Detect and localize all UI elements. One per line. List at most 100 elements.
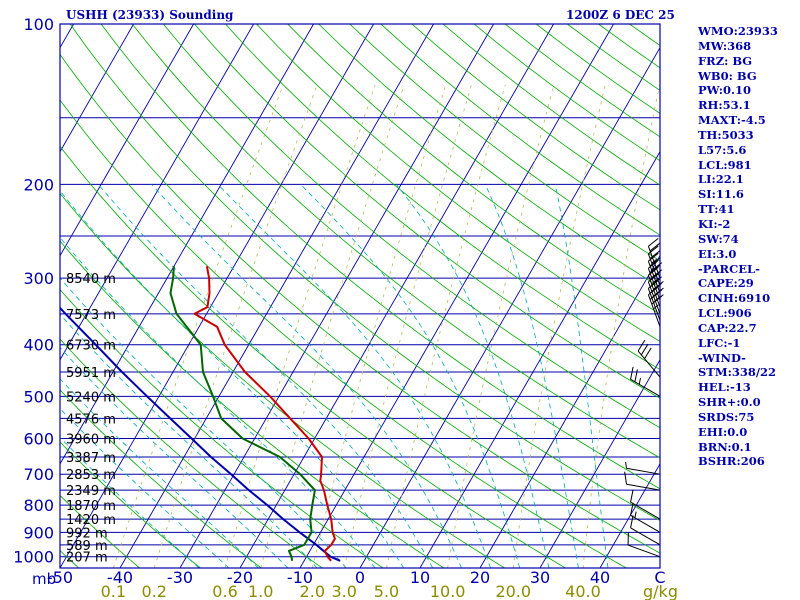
isotherm-lines	[60, 24, 660, 568]
wind-barb	[637, 339, 661, 378]
index-line: HEL:-13	[698, 380, 751, 395]
index-line: LCL:981	[698, 157, 752, 172]
wind-barb-staff	[647, 281, 661, 315]
mixing-ratio-label: 40.0	[565, 582, 601, 600]
index-line: BRN:0.1	[698, 439, 752, 454]
dry-adiabat-line	[131, 24, 660, 459]
isotherm-line	[60, 24, 194, 257]
temperature-tick-label: 20	[470, 568, 490, 587]
isotherm-line	[60, 24, 134, 153]
isotherm-line	[479, 254, 660, 568]
index-line: WB0: BG	[698, 68, 757, 83]
height-label: 2853 m	[66, 468, 116, 483]
dry-adiabat-line	[60, 494, 140, 568]
mixing-ratio-line	[260, 84, 405, 568]
dry-adiabat-line	[349, 24, 660, 262]
index-line: SHR+:0.0	[698, 395, 761, 410]
temperature-tick-label: 10	[410, 568, 430, 587]
pressure-tick-label: 600	[23, 430, 54, 449]
isotherm-line	[60, 24, 314, 465]
wind-barb	[630, 366, 661, 397]
wind-barb-staff	[637, 350, 661, 378]
mixing-ratio-label: 0.2	[142, 582, 167, 600]
dry-adiabat-lines	[60, 24, 660, 568]
wind-barb-half-flag	[625, 461, 628, 469]
index-line: EHI:0.0	[698, 424, 748, 439]
sounding-time: 1200Z 6 DEC 25	[566, 8, 675, 22]
index-line: SW:74	[698, 231, 739, 246]
mixing-ratio-line	[386, 84, 506, 568]
wind-barb	[625, 461, 661, 475]
moist-adiabat-line	[217, 184, 491, 568]
index-line: PW:0.10	[698, 83, 752, 98]
wind-barb-staff	[630, 378, 661, 397]
dry-adiabat-line	[60, 192, 505, 568]
dry-adiabat-line	[69, 24, 660, 521]
isotherm-line	[539, 358, 660, 568]
index-line: CINH:6910	[698, 291, 771, 306]
height-labels: 8540 m 7573 m 6730 m 5951 m 5240 m 4576 m 3960…	[66, 272, 116, 566]
wind-barb	[630, 502, 661, 533]
mixing-ratio-label: 0.1	[101, 582, 126, 600]
temperature-tick-label: 0	[355, 568, 365, 587]
index-line: MW:368	[698, 38, 752, 53]
wind-barb-flag	[630, 502, 634, 516]
dry-adiabat-line	[60, 338, 323, 568]
wind-barb-staff	[627, 544, 661, 558]
mixing-ratio-lines	[112, 84, 660, 568]
wind-barb-staff	[630, 514, 661, 533]
dry-adiabat-line	[318, 24, 660, 288]
temperature-tick-labels: -50 -40 -30 -20 -10 0 10 20 30 40 C	[47, 568, 666, 587]
height-label: 5240 m	[66, 390, 116, 405]
mixing-ratio-line	[582, 84, 660, 568]
wind-barb-half-flag	[634, 511, 637, 518]
mixing-ratio-line	[447, 84, 555, 568]
index-line: LFC:-1	[698, 335, 741, 350]
isotherm-line	[60, 24, 74, 49]
wind-barb	[630, 489, 661, 520]
height-label: 1870 m	[66, 499, 116, 514]
isotherm-line	[359, 46, 660, 568]
index-line: CAP:22.7	[698, 320, 757, 335]
height-label: 3387 m	[66, 451, 116, 466]
mixing-ratio-line	[224, 84, 376, 568]
dry-adiabat-line	[194, 24, 660, 399]
moist-adiabat-line	[60, 347, 289, 568]
height-label: 4576 m	[66, 412, 116, 427]
wind-barb-flag	[649, 257, 661, 267]
pressure-tick-label: 300	[23, 269, 54, 288]
moist-adiabat-line	[484, 184, 579, 568]
index-line: EI:3.0	[698, 246, 737, 261]
moist-adiabat-line	[554, 184, 609, 568]
wind-barb	[624, 471, 661, 491]
wind-barb-flag	[624, 471, 628, 485]
wind-barb-flag	[634, 369, 638, 382]
wind-barb-staff	[647, 288, 661, 321]
index-line: STM:338/22	[698, 365, 777, 380]
isotherm-line	[119, 24, 434, 568]
height-label: 6730 m	[66, 339, 116, 354]
dry-adiabat-line	[225, 24, 660, 371]
mixing-ratio-line	[311, 84, 447, 568]
mixing-ratio-labels: 0.1 0.2 0.6 1.0 2.0 3.0 5.0 10.0 20.0 40.0	[101, 582, 601, 600]
dry-adiabat-line	[60, 441, 201, 568]
wind-barb-staff	[647, 268, 661, 301]
wind-barb-flag	[630, 515, 634, 528]
moist-adiabat-line	[60, 378, 259, 568]
temperature-tick-label: -50	[47, 568, 73, 587]
moist-adiabat-line	[60, 313, 318, 568]
temperature-tick-label: 30	[530, 568, 550, 587]
index-line: CAPE:29	[698, 276, 754, 291]
isotherm-line	[419, 150, 660, 568]
index-line: MAXT:-4.5	[698, 113, 766, 128]
indices-panel: WMO:23933 MW:368 FRZ: BG WB0: BG PW:0.10 RH:5…	[698, 24, 798, 469]
mixing-ratio-line	[343, 84, 472, 568]
wind-barb-flag	[648, 245, 659, 255]
wind-barb	[647, 237, 661, 279]
moist-adiabat-line	[60, 190, 405, 568]
station-title: USHH (23933) Sounding	[66, 8, 234, 22]
pressure-tick-label: 500	[23, 387, 54, 406]
wind-barb-half-flag	[638, 378, 641, 385]
index-line: WMO:23933	[698, 24, 778, 38]
